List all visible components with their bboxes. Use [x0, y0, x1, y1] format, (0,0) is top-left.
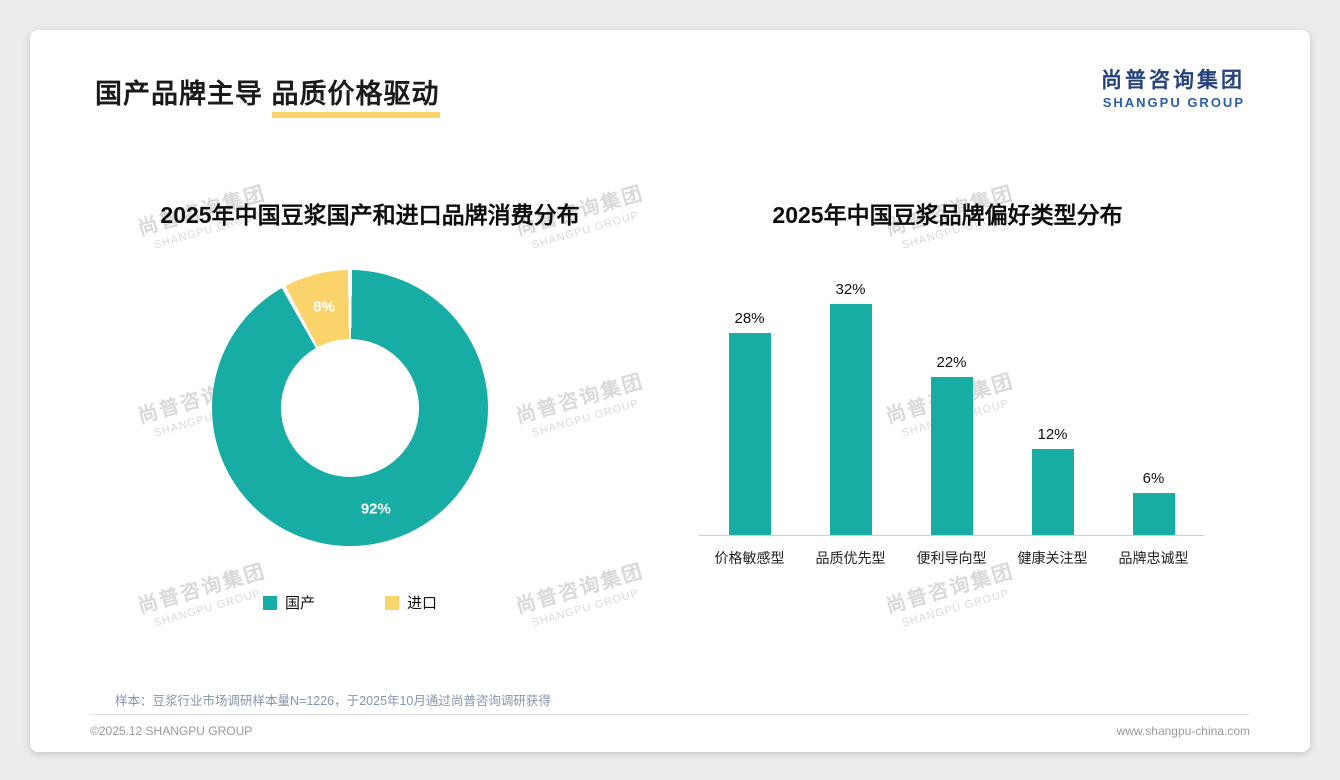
legend-label-0: 国产	[284, 595, 315, 612]
page-title: 国产品牌主导 品质价格驱动	[95, 72, 440, 118]
legend-swatch-0	[262, 595, 277, 610]
footer: ©2025.12 SHANGPU GROUP www.shangpu-china…	[90, 714, 1250, 738]
bar-rect-0	[728, 333, 771, 536]
bar-category-label-4: 品牌忠诚型	[1118, 550, 1189, 566]
sample-note: 样本：豆浆行业市场调研样本量N=1226，于2025年10月通过尚普咨询调研获得	[115, 694, 551, 708]
logo-en-text: SHANGPU GROUP	[1102, 95, 1245, 111]
bar-rect-4	[1132, 492, 1175, 536]
bar-column-2: 22% 便利导向型	[901, 230, 1002, 570]
donut-legend: 国产 进口	[212, 592, 488, 613]
logo-cn-text: 尚普咨询集团	[1101, 69, 1245, 92]
company-logo: 尚普咨询集团 SHANGPU GROUP	[1101, 68, 1245, 111]
legend-item-1: 进口	[385, 592, 437, 613]
legend-swatch-1	[385, 595, 399, 610]
donut-slice-label-0: 92%	[360, 500, 391, 518]
bar-column-4: 6% 品牌忠诚型	[1103, 230, 1204, 570]
bar-column-1: 32% 品质优先型	[800, 230, 901, 570]
donut-chart-section: 2025年中国豆浆国产和进口品牌消费分布 92% 8% 国产 进口	[90, 200, 650, 613]
bar-category-label-3: 健康关注型	[1017, 550, 1088, 566]
bar-category-label-1: 品质优先型	[815, 550, 886, 566]
legend-item-0: 国产	[262, 592, 315, 613]
slide-content: 国产品牌主导 品质价格驱动 尚普咨询集团 SHANGPU GROUP 2025年…	[30, 30, 1310, 752]
bar-column-0: 28% 价格敏感型	[699, 230, 800, 570]
bar-column-3: 12% 健康关注型	[1002, 230, 1103, 570]
bar-value-label-1: 32%	[835, 281, 866, 298]
donut-slice-label-1: 8%	[313, 298, 335, 316]
bar-chart: 28% 价格敏感型 32% 品质优先型 22% 便利导向型 12% 健康关注型 6% 品牌忠诚型	[699, 230, 1204, 570]
bar-value-label-2: 22%	[936, 353, 967, 371]
bar-chart-title: 2025年中国豆浆品牌偏好类型分布	[772, 202, 1123, 228]
bar-value-label-3: 12%	[1037, 426, 1068, 443]
bar-rect-2	[930, 376, 973, 536]
slide-card: 尚普咨询集团 SHANGPU GROUP 尚普咨询集团 SHANGPU GROUP …	[30, 30, 1310, 752]
bar-rect-3	[1031, 449, 1074, 536]
page-title-highlight: 品质价格驱动	[271, 79, 440, 118]
footer-website: www.shangpu-china.com	[1116, 724, 1250, 738]
page-title-prefix: 国产品牌主导	[95, 79, 272, 109]
x-axis-line	[699, 535, 1204, 536]
bar-chart-section: 2025年中国豆浆品牌偏好类型分布 28% 价格敏感型 32% 品质优先型 22% 便利导…	[675, 200, 1220, 570]
donut-hole	[281, 339, 419, 477]
bar-value-label-0: 28%	[734, 310, 765, 327]
donut-chart-title: 2025年中国豆浆国产和进口品牌消费分布	[160, 202, 580, 228]
bar-value-label-4: 6%	[1142, 469, 1165, 487]
bar-category-label-0: 价格敏感型	[714, 550, 785, 566]
donut-chart: 92% 8%	[212, 270, 488, 546]
bar-category-label-2: 便利导向型	[916, 550, 987, 566]
legend-label-1: 进口	[407, 595, 438, 612]
footer-copyright: ©2025.12 SHANGPU GROUP	[90, 724, 253, 738]
bar-rect-1	[829, 304, 872, 536]
